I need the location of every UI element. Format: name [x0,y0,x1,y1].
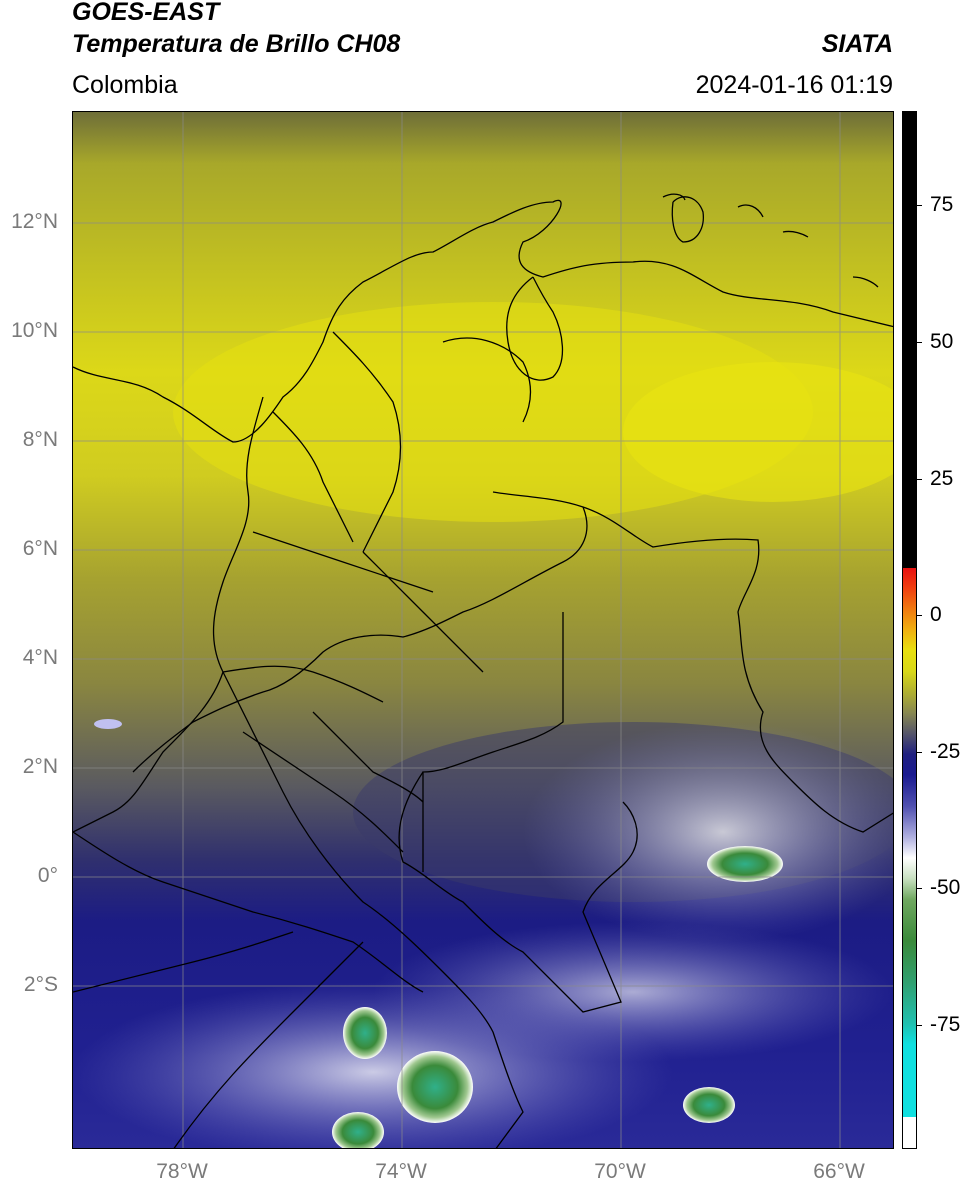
region-label: Colombia [72,71,178,99]
satellite-map[interactable] [72,111,894,1149]
title-product: Temperatura de Brillo CH08 [72,30,401,58]
small-cloud [94,719,122,729]
warm-area-east [623,362,893,502]
lat-label-2n: 2°N [22,755,58,778]
colorbar-tick [917,1025,922,1026]
colorbar-label-25: 25 [930,467,954,490]
colorbar-label-50: 50 [930,330,954,353]
political-borders [73,193,893,1148]
lat-label-8n: 8°N [22,428,58,451]
lat-label-12n: 12°N [11,210,58,233]
storm-core-4 [332,1112,384,1148]
brand-label: SIATA [821,30,893,58]
lon-label-70w: 70°W [594,1160,646,1183]
lon-label-74w: 74°W [375,1160,427,1183]
colorbar-tick [917,752,922,753]
lat-label-0: 0° [37,864,58,887]
storm-core-3 [397,1051,473,1123]
colorbar-tick [917,888,922,889]
storm-core-5 [683,1087,735,1123]
colorbar-label-75: 75 [930,193,954,216]
lat-label-10n: 10°N [11,319,58,342]
colorbar-label-0: 0 [930,603,942,626]
lat-label-2s: 2°S [23,973,58,996]
colorbar-tick [917,615,922,616]
cloud-field-east [523,722,893,942]
lat-label-6n: 6°N [22,537,58,560]
graticule [73,112,893,1148]
lon-label-78w: 78°W [156,1160,208,1183]
colorbar-tick [917,205,922,206]
storm-core-1 [707,846,783,882]
colorbar-tick [917,342,922,343]
lon-label-66w: 66°W [813,1160,865,1183]
colorbar-label-neg25: -25 [930,740,961,763]
map-canvas [73,112,893,1148]
colorbar-tick [917,479,922,480]
title-satellite: GOES-EAST [72,0,220,26]
storm-core-2 [343,1007,387,1059]
colorbar-label-neg50: -50 [930,876,961,899]
colorbar [902,111,917,1149]
lat-label-4n: 4°N [22,646,58,669]
cloud-field-southwest [73,982,673,1148]
colorbar-label-neg75: -75 [930,1013,961,1036]
datetime-label: 2024-01-16 01:19 [695,71,893,99]
